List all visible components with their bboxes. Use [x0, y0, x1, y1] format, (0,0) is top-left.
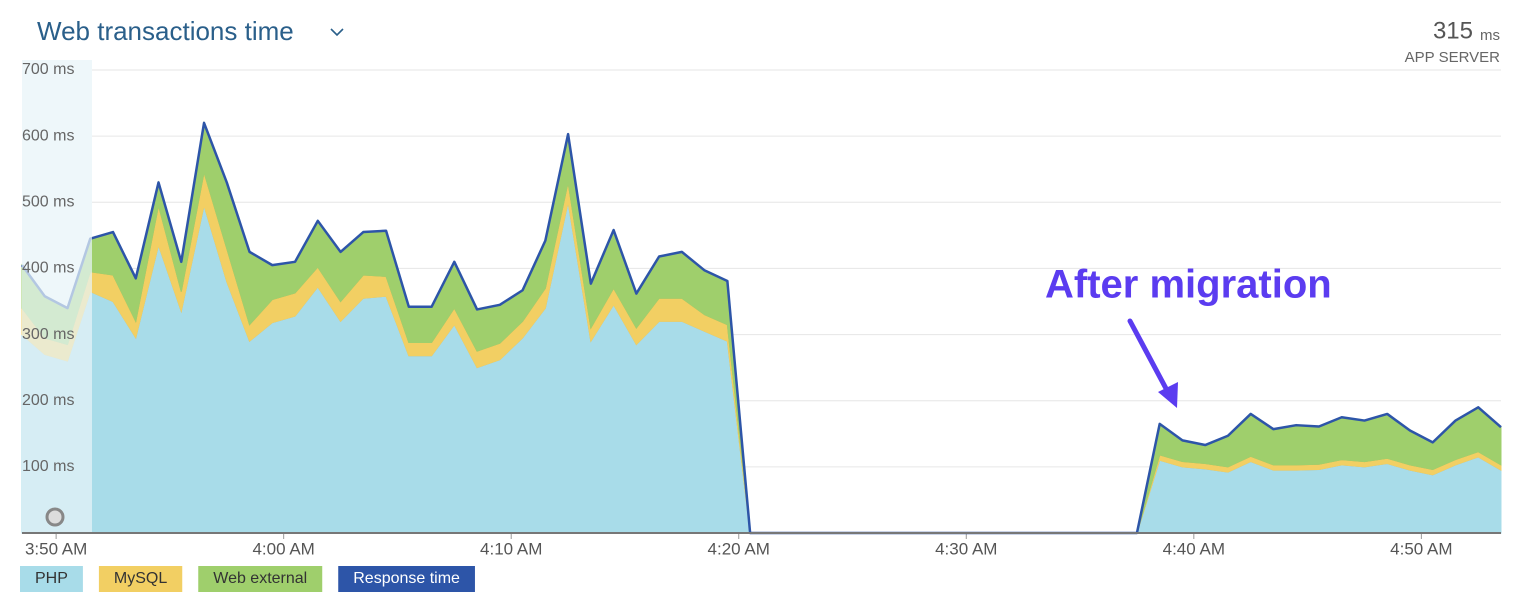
x-tick-label: 4:00 AM: [252, 539, 314, 558]
y-tick-label: 400 ms: [22, 260, 74, 277]
chart-title[interactable]: Web transactions time: [37, 16, 294, 46]
summary-label: APP SERVER: [1405, 49, 1500, 66]
annotation-arrowhead: [1158, 382, 1178, 408]
x-tick-label: 4:10 AM: [480, 539, 542, 558]
y-tick-label: 700 ms: [22, 61, 74, 78]
x-tick-label: 4:20 AM: [708, 539, 770, 558]
faded-region: [22, 60, 92, 533]
legend-label[interactable]: Response time: [353, 570, 460, 587]
x-tick-label: 4:30 AM: [935, 539, 997, 558]
x-tick-label: 3:50 AM: [25, 539, 87, 558]
legend-label[interactable]: MySQL: [114, 570, 167, 587]
summary-value: 315: [1433, 17, 1473, 44]
legend-label[interactable]: Web external: [213, 570, 307, 587]
y-tick-label: 200 ms: [22, 392, 74, 409]
x-tick-label: 4:50 AM: [1390, 539, 1452, 558]
legend-swatch[interactable]: [198, 566, 323, 592]
x-tick-label: 4:40 AM: [1163, 539, 1225, 558]
annotation: After migration: [1045, 263, 1332, 307]
annotation-arrow: [1127, 318, 1173, 399]
y-tick-label: 100 ms: [22, 458, 74, 475]
y-tick-label: 600 ms: [22, 127, 74, 144]
legend-label[interactable]: PHP: [35, 570, 68, 587]
marker-icon: [45, 507, 65, 527]
y-tick-label: 500 ms: [22, 194, 74, 211]
y-tick-label: 300 ms: [22, 326, 74, 343]
summary-unit: ms: [1480, 27, 1500, 44]
legend-swatch[interactable]: [20, 566, 83, 592]
legend-swatch[interactable]: [338, 566, 475, 592]
title-chevron[interactable]: [330, 28, 344, 37]
legend-swatch[interactable]: [98, 566, 183, 592]
